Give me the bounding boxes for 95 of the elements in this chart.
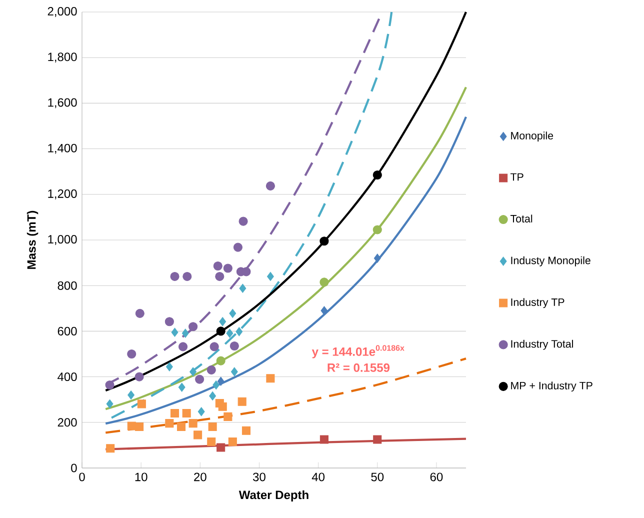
legend-label: Total bbox=[510, 214, 532, 222]
point bbox=[188, 322, 198, 332]
point bbox=[266, 272, 274, 282]
legend-label: MP + Industry TP bbox=[511, 382, 592, 392]
point bbox=[374, 254, 381, 263]
point bbox=[226, 328, 234, 338]
point bbox=[236, 327, 243, 336]
y-tick-label: 1,600 bbox=[48, 98, 77, 108]
point bbox=[216, 326, 226, 336]
point bbox=[182, 272, 192, 282]
point bbox=[216, 356, 226, 366]
point bbox=[230, 367, 238, 376]
legend-label: Industy Monopile bbox=[511, 256, 590, 266]
x-tick-label: 60 bbox=[430, 472, 443, 482]
point bbox=[228, 437, 237, 446]
point bbox=[209, 391, 216, 400]
x-axis-title: Water Depth bbox=[238, 490, 308, 502]
y-tick-label: 200 bbox=[58, 418, 77, 427]
point bbox=[212, 380, 220, 390]
point bbox=[320, 278, 329, 287]
point bbox=[127, 349, 136, 359]
point bbox=[194, 430, 202, 440]
point bbox=[219, 317, 226, 326]
y-axis-title: Mass (mT) bbox=[26, 210, 38, 269]
point bbox=[242, 426, 250, 435]
point bbox=[230, 341, 239, 351]
point bbox=[238, 216, 248, 226]
y-tick-label: 1,800 bbox=[48, 52, 77, 63]
y-tick-label: 1,400 bbox=[48, 144, 77, 154]
legend-label: Monopile bbox=[511, 132, 554, 142]
point bbox=[217, 376, 224, 386]
point bbox=[128, 390, 135, 400]
point bbox=[233, 242, 242, 252]
point bbox=[372, 170, 382, 180]
point bbox=[164, 317, 174, 326]
annotation: y = 144.01e$^{0.0186x}$ bbox=[312, 345, 404, 358]
line-series bbox=[104, 357, 468, 434]
legend-label: TP bbox=[510, 173, 524, 181]
point bbox=[372, 225, 382, 234]
legend-label: Industry Total bbox=[511, 340, 573, 350]
point bbox=[266, 181, 275, 190]
point bbox=[171, 328, 178, 337]
point bbox=[238, 397, 246, 406]
point bbox=[239, 284, 246, 293]
point bbox=[134, 372, 144, 382]
point bbox=[206, 365, 216, 374]
point bbox=[224, 412, 232, 421]
point bbox=[182, 408, 191, 418]
x-tick-label: 30 bbox=[253, 472, 266, 482]
point bbox=[207, 437, 216, 446]
point bbox=[195, 374, 204, 384]
point bbox=[176, 422, 186, 431]
point bbox=[178, 342, 188, 352]
point bbox=[182, 328, 189, 338]
y-tick-label: 400 bbox=[58, 372, 77, 382]
legend-label: Industry TP bbox=[511, 298, 564, 308]
point bbox=[320, 236, 329, 246]
point bbox=[170, 408, 180, 418]
point bbox=[320, 435, 328, 444]
point bbox=[190, 367, 197, 376]
point bbox=[135, 308, 144, 318]
y-tick-label: 1,000 bbox=[48, 235, 77, 245]
point bbox=[229, 308, 236, 318]
point bbox=[165, 419, 174, 428]
point bbox=[198, 407, 205, 416]
point bbox=[218, 402, 227, 411]
point bbox=[170, 272, 180, 282]
point bbox=[213, 261, 222, 271]
y-tick-label: 600 bbox=[58, 326, 77, 336]
point bbox=[166, 362, 173, 372]
point bbox=[127, 422, 136, 430]
point bbox=[215, 272, 224, 282]
point bbox=[106, 399, 114, 408]
y-tick-label: 1,200 bbox=[48, 189, 77, 200]
point bbox=[106, 444, 115, 453]
x-tick-label: 10 bbox=[135, 472, 148, 482]
point bbox=[105, 380, 114, 390]
point bbox=[223, 264, 232, 273]
point bbox=[266, 374, 275, 383]
point bbox=[137, 400, 146, 408]
annotation: R² = 0.1559 bbox=[328, 363, 390, 372]
y-tick-label: 800 bbox=[58, 281, 77, 290]
x-tick-label: 40 bbox=[312, 472, 325, 482]
x-tick-label: 20 bbox=[194, 472, 206, 482]
x-tick-label: 0 bbox=[79, 472, 85, 482]
x-tick-label: 50 bbox=[371, 472, 384, 482]
y-tick-label: 0 bbox=[71, 464, 77, 472]
point bbox=[216, 443, 226, 452]
point bbox=[188, 419, 198, 428]
point bbox=[210, 342, 219, 352]
y-tick-label: 2,000 bbox=[48, 7, 77, 17]
line-series bbox=[104, 10, 468, 392]
point bbox=[178, 382, 186, 392]
point bbox=[373, 435, 382, 444]
point bbox=[208, 422, 217, 431]
